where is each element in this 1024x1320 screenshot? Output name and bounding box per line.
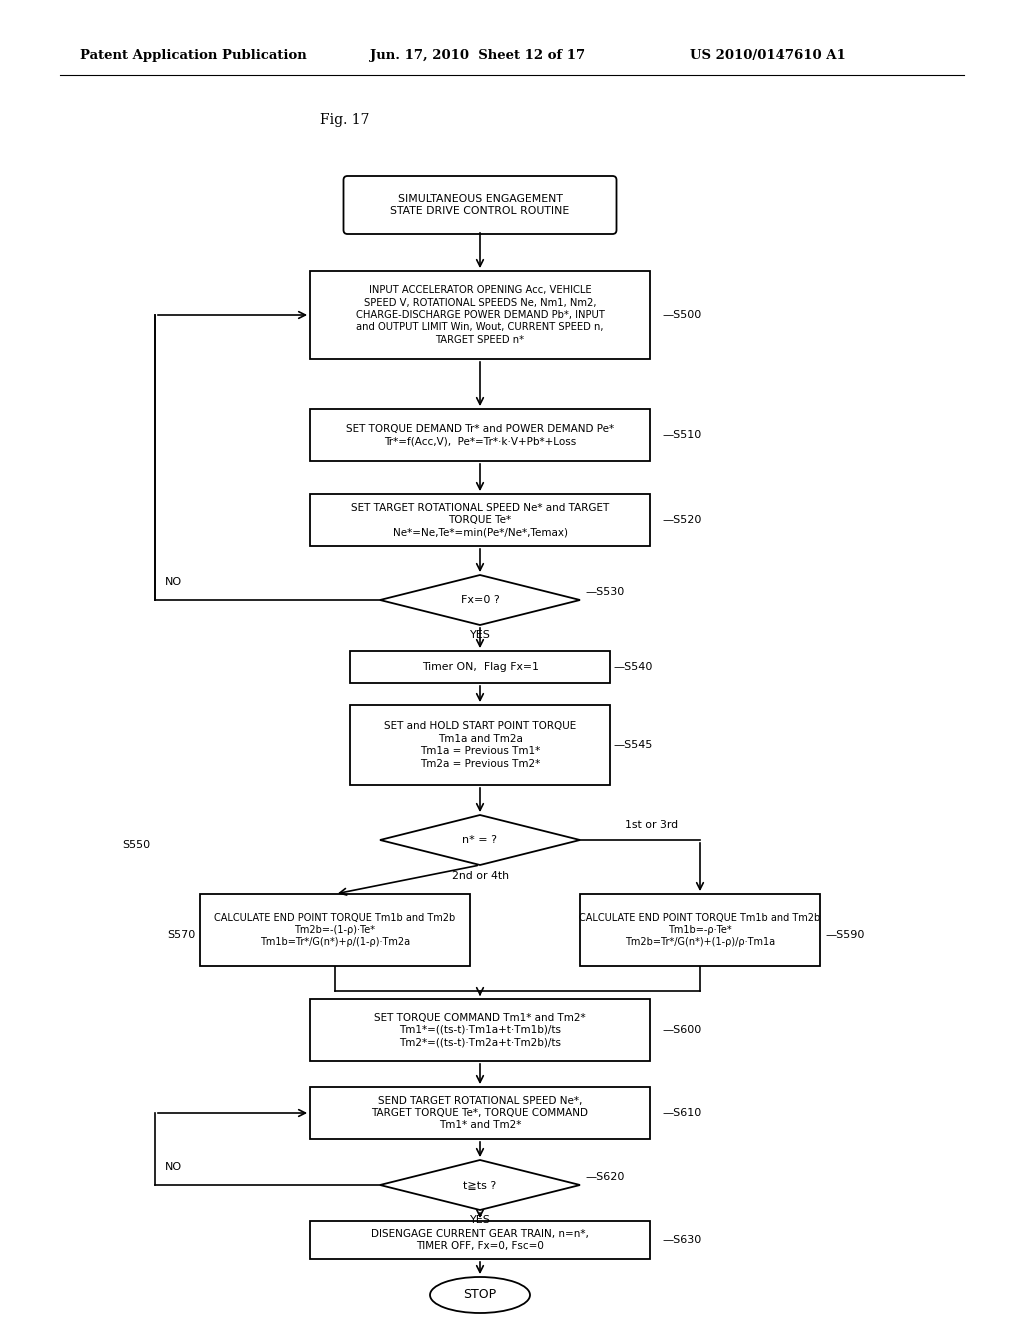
Bar — [350, 651, 610, 682]
Text: NO: NO — [165, 1162, 182, 1172]
Text: —S590: —S590 — [825, 931, 864, 940]
Text: 2nd or 4th: 2nd or 4th — [452, 871, 509, 880]
Text: CALCULATE END POINT TORQUE Tm1b and Tm2b
Tm1b=-ρ·Te*
Tm2b=Tr*/G(n*)+(1-ρ)/ρ·Tm1a: CALCULATE END POINT TORQUE Tm1b and Tm2b… — [580, 912, 820, 948]
Text: SET TORQUE COMMAND Tm1* and Tm2*
Tm1*=((ts-t)·Tm1a+t·Tm1b)/ts
Tm2*=((ts-t)·Tm2a+: SET TORQUE COMMAND Tm1* and Tm2* Tm1*=((… — [374, 1012, 586, 1047]
Text: SET TORQUE DEMAND Tr* and POWER DEMAND Pe*
Tr*=f(Acc,V),  Pe*=Tr*·k·V+Pb*+Loss: SET TORQUE DEMAND Tr* and POWER DEMAND P… — [346, 424, 614, 446]
Text: —S540: —S540 — [613, 663, 652, 672]
Text: DISENGAGE CURRENT GEAR TRAIN, n=n*,
TIMER OFF, Fx=0, Fsc=0: DISENGAGE CURRENT GEAR TRAIN, n=n*, TIME… — [371, 1229, 589, 1251]
Text: —S600: —S600 — [662, 1026, 701, 1035]
Text: 1st or 3rd: 1st or 3rd — [625, 820, 678, 830]
Bar — [200, 894, 470, 966]
Text: STOP: STOP — [464, 1288, 497, 1302]
Text: US 2010/0147610 A1: US 2010/0147610 A1 — [690, 49, 846, 62]
Text: SIMULTANEOUS ENGAGEMENT
STATE DRIVE CONTROL ROUTINE: SIMULTANEOUS ENGAGEMENT STATE DRIVE CONT… — [390, 194, 569, 216]
Polygon shape — [380, 1160, 580, 1210]
Text: t≧ts ?: t≧ts ? — [464, 1180, 497, 1191]
Text: S550: S550 — [122, 840, 150, 850]
Text: SET and HOLD START POINT TORQUE
Tm1a and Tm2a
Tm1a = Previous Tm1*
Tm2a = Previo: SET and HOLD START POINT TORQUE Tm1a and… — [384, 722, 577, 768]
Text: S570: S570 — [167, 931, 195, 940]
Polygon shape — [380, 576, 580, 624]
Text: —S520: —S520 — [662, 515, 701, 525]
FancyBboxPatch shape — [343, 176, 616, 234]
Text: n* = ?: n* = ? — [463, 836, 498, 845]
Text: CALCULATE END POINT TORQUE Tm1b and Tm2b
Tm2b=-(1-ρ)·Te*
Tm1b=Tr*/G(n*)+ρ/(1-ρ)·: CALCULATE END POINT TORQUE Tm1b and Tm2b… — [214, 912, 456, 948]
Bar — [310, 494, 650, 546]
Text: YES: YES — [470, 630, 490, 640]
Text: Fx=0 ?: Fx=0 ? — [461, 595, 500, 605]
Text: —S500: —S500 — [662, 310, 701, 319]
Text: INPUT ACCELERATOR OPENING Acc, VEHICLE
SPEED V, ROTATIONAL SPEEDS Ne, Nm1, Nm2,
: INPUT ACCELERATOR OPENING Acc, VEHICLE S… — [355, 285, 604, 345]
Text: —S610: —S610 — [662, 1107, 701, 1118]
Text: —S530: —S530 — [585, 587, 625, 597]
Bar — [310, 1221, 650, 1259]
Bar — [310, 1086, 650, 1139]
Text: Timer ON,  Flag Fx=1: Timer ON, Flag Fx=1 — [422, 663, 539, 672]
Text: SEND TARGET ROTATIONAL SPEED Ne*,
TARGET TORQUE Te*, TORQUE COMMAND
Tm1* and Tm2: SEND TARGET ROTATIONAL SPEED Ne*, TARGET… — [372, 1096, 589, 1130]
Text: SET TARGET ROTATIONAL SPEED Ne* and TARGET
TORQUE Te*
Ne*=Ne,Te*=min(Pe*/Ne*,Tem: SET TARGET ROTATIONAL SPEED Ne* and TARG… — [351, 503, 609, 537]
Bar — [310, 409, 650, 461]
Text: YES: YES — [470, 1214, 490, 1225]
Bar — [310, 271, 650, 359]
Polygon shape — [380, 814, 580, 865]
Bar — [580, 894, 820, 966]
Text: Jun. 17, 2010  Sheet 12 of 17: Jun. 17, 2010 Sheet 12 of 17 — [370, 49, 585, 62]
Text: Patent Application Publication: Patent Application Publication — [80, 49, 307, 62]
Text: —S545: —S545 — [613, 741, 652, 750]
Text: NO: NO — [165, 577, 182, 587]
Text: —S620: —S620 — [585, 1172, 625, 1181]
Text: —S630: —S630 — [662, 1236, 701, 1245]
Bar — [350, 705, 610, 785]
Bar — [310, 999, 650, 1061]
Text: —S510: —S510 — [662, 430, 701, 440]
Text: Fig. 17: Fig. 17 — [319, 114, 370, 127]
Ellipse shape — [430, 1276, 530, 1313]
